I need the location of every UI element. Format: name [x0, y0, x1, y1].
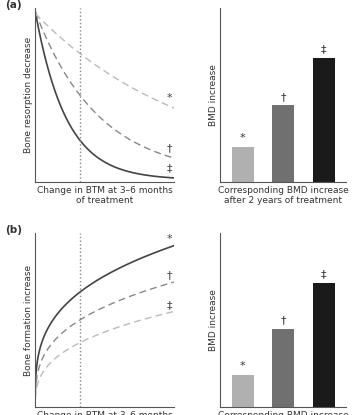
Text: †: †: [167, 270, 173, 280]
Text: *: *: [240, 361, 245, 371]
Text: (a): (a): [5, 0, 22, 10]
Text: ‡: ‡: [321, 269, 327, 280]
X-axis label: Change in BTM at 3–6 months
of treatment: Change in BTM at 3–6 months of treatment: [37, 411, 173, 415]
Text: ‡: ‡: [321, 44, 327, 54]
X-axis label: Change in BTM at 3–6 months
of treatment: Change in BTM at 3–6 months of treatment: [37, 186, 173, 205]
X-axis label: Corresponding BMD increase
after 3 years of treatment: Corresponding BMD increase after 3 years…: [218, 411, 348, 415]
Bar: [272, 105, 294, 181]
Y-axis label: BMD increase: BMD increase: [209, 289, 217, 351]
Text: ‡: ‡: [167, 300, 173, 310]
X-axis label: Corresponding BMD increase
after 2 years of treatment: Corresponding BMD increase after 2 years…: [218, 186, 348, 205]
Bar: [232, 146, 254, 181]
Text: †: †: [280, 92, 286, 102]
Text: (b): (b): [5, 225, 22, 235]
Text: *: *: [240, 133, 245, 143]
Text: ‡: ‡: [167, 163, 173, 173]
Bar: [312, 58, 335, 181]
Y-axis label: Bone resorption decrease: Bone resorption decrease: [24, 37, 32, 153]
Y-axis label: Bone formation increase: Bone formation increase: [24, 264, 32, 376]
Bar: [312, 283, 335, 407]
Text: †: †: [167, 143, 173, 153]
Bar: [232, 375, 254, 407]
Text: *: *: [167, 93, 173, 103]
Y-axis label: BMD increase: BMD increase: [209, 64, 217, 126]
Text: *: *: [167, 234, 173, 244]
Bar: [272, 329, 294, 407]
Text: †: †: [280, 315, 286, 325]
